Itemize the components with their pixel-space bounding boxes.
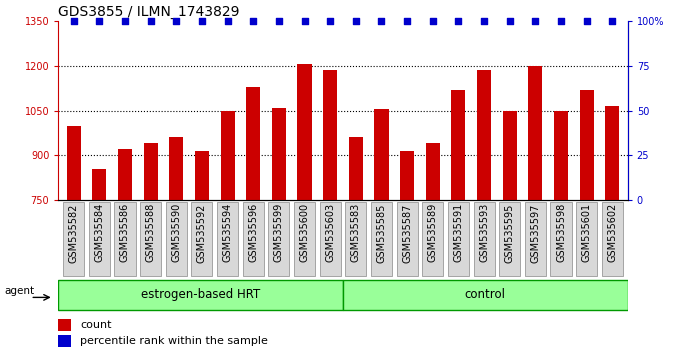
- FancyBboxPatch shape: [448, 201, 469, 276]
- Text: GSM535602: GSM535602: [607, 203, 617, 262]
- Point: [171, 18, 182, 24]
- Bar: [426, 143, 440, 200]
- Bar: [143, 143, 158, 200]
- Text: GSM535598: GSM535598: [556, 203, 566, 262]
- FancyBboxPatch shape: [58, 280, 343, 310]
- FancyBboxPatch shape: [550, 201, 571, 276]
- Text: count: count: [80, 320, 111, 330]
- Bar: [118, 149, 132, 200]
- Text: GSM535592: GSM535592: [197, 203, 207, 263]
- Point: [119, 18, 130, 24]
- Point: [427, 18, 438, 24]
- Bar: [298, 64, 311, 200]
- Text: GSM535587: GSM535587: [402, 203, 412, 263]
- Bar: [580, 90, 593, 200]
- FancyBboxPatch shape: [371, 201, 392, 276]
- Bar: [554, 110, 568, 200]
- Text: GSM535593: GSM535593: [479, 203, 489, 262]
- FancyBboxPatch shape: [88, 201, 110, 276]
- FancyBboxPatch shape: [473, 201, 495, 276]
- Bar: [605, 106, 619, 200]
- Bar: [93, 169, 106, 200]
- FancyBboxPatch shape: [294, 201, 315, 276]
- Bar: [528, 66, 543, 200]
- FancyBboxPatch shape: [320, 201, 341, 276]
- Bar: [400, 151, 414, 200]
- Text: GDS3855 / ILMN_1743829: GDS3855 / ILMN_1743829: [58, 5, 240, 19]
- FancyBboxPatch shape: [345, 201, 366, 276]
- Text: GSM535590: GSM535590: [172, 203, 181, 262]
- Bar: [503, 110, 517, 200]
- Bar: [67, 126, 81, 200]
- Text: GSM535595: GSM535595: [505, 203, 514, 263]
- Point: [376, 18, 387, 24]
- Point: [145, 18, 156, 24]
- Point: [607, 18, 618, 24]
- Bar: [323, 70, 338, 200]
- Text: control: control: [465, 288, 506, 301]
- Point: [324, 18, 335, 24]
- Text: GSM535597: GSM535597: [530, 203, 541, 263]
- Bar: [58, 319, 71, 331]
- Point: [248, 18, 259, 24]
- Bar: [246, 87, 260, 200]
- FancyBboxPatch shape: [63, 201, 84, 276]
- Text: GSM535600: GSM535600: [300, 203, 309, 262]
- Point: [222, 18, 233, 24]
- Text: GSM535599: GSM535599: [274, 203, 284, 262]
- FancyBboxPatch shape: [217, 201, 238, 276]
- Text: GSM535594: GSM535594: [222, 203, 233, 262]
- FancyBboxPatch shape: [268, 201, 289, 276]
- Text: GSM535588: GSM535588: [145, 203, 156, 262]
- FancyBboxPatch shape: [166, 201, 187, 276]
- FancyBboxPatch shape: [525, 201, 546, 276]
- FancyBboxPatch shape: [576, 201, 598, 276]
- FancyBboxPatch shape: [343, 280, 628, 310]
- Bar: [195, 151, 209, 200]
- FancyBboxPatch shape: [243, 201, 263, 276]
- Text: GSM535603: GSM535603: [325, 203, 335, 262]
- Text: percentile rank within the sample: percentile rank within the sample: [80, 336, 268, 346]
- Point: [504, 18, 515, 24]
- Point: [68, 18, 79, 24]
- Bar: [169, 137, 183, 200]
- Text: GSM535601: GSM535601: [582, 203, 591, 262]
- Text: GSM535585: GSM535585: [377, 203, 386, 263]
- Bar: [272, 108, 286, 200]
- Bar: [451, 90, 466, 200]
- FancyBboxPatch shape: [191, 201, 213, 276]
- Point: [453, 18, 464, 24]
- Text: GSM535596: GSM535596: [248, 203, 258, 262]
- Point: [479, 18, 490, 24]
- Text: GSM535586: GSM535586: [120, 203, 130, 262]
- FancyBboxPatch shape: [397, 201, 418, 276]
- Point: [556, 18, 567, 24]
- FancyBboxPatch shape: [602, 201, 623, 276]
- Point: [581, 18, 592, 24]
- Text: GSM535582: GSM535582: [69, 203, 79, 263]
- Point: [299, 18, 310, 24]
- Point: [351, 18, 362, 24]
- Bar: [58, 335, 71, 347]
- Text: GSM535589: GSM535589: [428, 203, 438, 262]
- FancyBboxPatch shape: [423, 201, 443, 276]
- Text: GSM535583: GSM535583: [351, 203, 361, 262]
- Text: GSM535584: GSM535584: [95, 203, 104, 262]
- Point: [530, 18, 541, 24]
- Text: agent: agent: [5, 286, 35, 296]
- FancyBboxPatch shape: [140, 201, 161, 276]
- Point: [196, 18, 207, 24]
- Text: estrogen-based HRT: estrogen-based HRT: [141, 288, 260, 301]
- Bar: [375, 109, 388, 200]
- Bar: [348, 137, 363, 200]
- FancyBboxPatch shape: [499, 201, 520, 276]
- Bar: [477, 70, 491, 200]
- Text: GSM535591: GSM535591: [453, 203, 464, 262]
- FancyBboxPatch shape: [115, 201, 136, 276]
- Point: [401, 18, 412, 24]
- Point: [274, 18, 285, 24]
- Point: [94, 18, 105, 24]
- Bar: [220, 110, 235, 200]
